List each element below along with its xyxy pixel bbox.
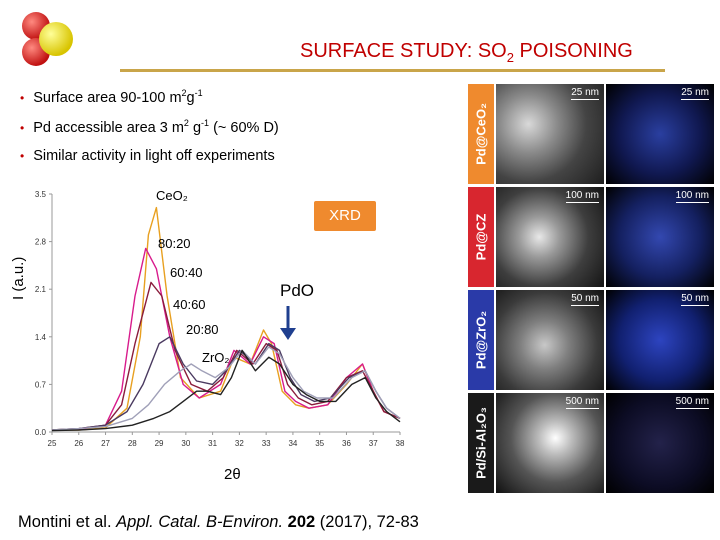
pdo-arrow xyxy=(280,306,296,340)
xrd-series-line-0 xyxy=(52,206,401,431)
citation: Montini et al. Appl. Catal. B-Environ. 2… xyxy=(18,513,419,531)
x-tick-label: 34 xyxy=(288,439,297,448)
xrd-series-line-3 xyxy=(51,336,401,431)
y-tick-label: 2.1 xyxy=(35,285,47,294)
annotation-40-60: 40:60 xyxy=(173,297,206,312)
bullet-light-off: • Similar activity in light off experimen… xyxy=(20,148,275,164)
y-tick-label: 3.5 xyxy=(35,190,47,199)
y-tick-label: 2.8 xyxy=(35,238,47,247)
title-underline xyxy=(120,69,665,72)
chart-axes: 0.0 0.7 1.4 2.1 2.8 3.5 25 26 27 28 29 30 31 32 33 34 35… xyxy=(35,190,405,448)
slide-title: SURFACE STUDY: SO2 POISONING xyxy=(300,40,633,65)
micrograph-row: Pd/Si-Al₂O₃ 500 nm 500 nm xyxy=(468,393,718,495)
xrd-badge: XRD xyxy=(314,201,376,231)
x-axis-label: 2θ xyxy=(224,466,241,483)
molecule-logo xyxy=(22,12,73,66)
y-axis-label: I (a.u.) xyxy=(10,256,27,300)
micrograph-row: Pd@CeO₂ 25 nm 25 nm xyxy=(468,84,718,186)
x-tick-label: 33 xyxy=(262,439,271,448)
annotation-zro2: ZrO₂ xyxy=(202,350,230,365)
annotation-80-20: 80:20 xyxy=(158,236,191,251)
annotation-pdo: PdO xyxy=(280,281,315,300)
x-tick-label: 29 xyxy=(155,439,164,448)
eds-map-image: 100 nm xyxy=(606,187,714,287)
xrd-series-line-4 xyxy=(51,346,401,431)
x-tick-label: 26 xyxy=(74,439,83,448)
row-label-badge: Pd@CZ xyxy=(468,187,494,287)
y-tick-label: 0.7 xyxy=(35,380,47,389)
x-tick-label: 38 xyxy=(396,439,405,448)
chart-series xyxy=(51,206,401,432)
xrd-series-line-1 xyxy=(51,247,401,431)
row-label-badge: Pd/Si-Al₂O₃ xyxy=(468,393,494,493)
x-tick-label: 35 xyxy=(315,439,324,448)
x-tick-label: 27 xyxy=(101,439,110,448)
x-tick-label: 25 xyxy=(48,439,57,448)
micrograph-row: Pd@ZrO₂ 50 nm 50 nm xyxy=(468,290,718,392)
stem-image: 25 nm xyxy=(496,84,604,184)
xrd-series-line-5 xyxy=(51,349,401,432)
annotation-20-80: 20:80 xyxy=(186,322,219,337)
annotation-ceo2: CeO₂ xyxy=(156,188,188,203)
micrograph-panel: Pd@CeO₂ 25 nm 25 nm Pd@CZ 100 nm 100 nm … xyxy=(468,84,718,494)
stem-image: 100 nm xyxy=(496,187,604,287)
y-tick-label: 1.4 xyxy=(35,333,47,342)
stem-image: 50 nm xyxy=(496,290,604,390)
micrograph-row: Pd@CZ 100 nm 100 nm xyxy=(468,187,718,289)
y-tick-label: 0.0 xyxy=(35,428,47,437)
row-label-badge: Pd@ZrO₂ xyxy=(468,290,494,390)
annotation-60-40: 60:40 xyxy=(170,265,203,280)
x-tick-label: 31 xyxy=(208,439,217,448)
x-tick-label: 37 xyxy=(369,439,378,448)
x-tick-label: 36 xyxy=(342,439,351,448)
eds-map-image: 50 nm xyxy=(606,290,714,390)
eds-map-image: 25 nm xyxy=(606,84,714,184)
x-tick-label: 28 xyxy=(128,439,137,448)
bullet-pd-area: • Pd accessible area 3 m2 g-1 (~ 60% D) xyxy=(20,118,279,136)
bullet-surface-area: • Surface area 90-100 m2g-1 xyxy=(20,88,203,106)
xrd-series-line-2 xyxy=(51,281,401,431)
row-label-badge: Pd@CeO₂ xyxy=(468,84,494,184)
x-tick-label: 30 xyxy=(181,439,190,448)
stem-image: 500 nm xyxy=(496,393,604,493)
xrd-chart: 0.0 0.7 1.4 2.1 2.8 3.5 25 26 27 28 29 30 31 32 33 34 35… xyxy=(35,190,405,448)
x-tick-label: 32 xyxy=(235,439,244,448)
eds-map-image: 500 nm xyxy=(606,393,714,493)
